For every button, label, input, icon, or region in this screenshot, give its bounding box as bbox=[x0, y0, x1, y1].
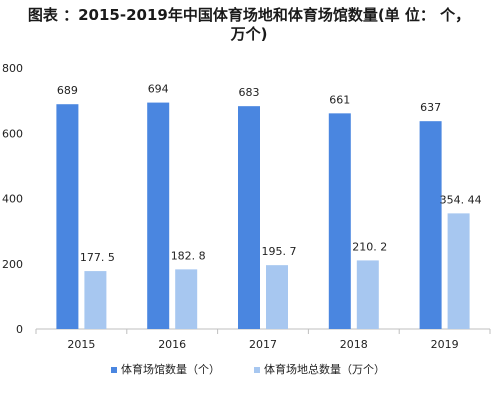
x-tick-label: 2016 bbox=[158, 338, 186, 351]
bar-sites bbox=[356, 260, 379, 329]
chart-title-line-1: 图表 ：2015-2019年中国体育场地和体育场馆数量(单 位： 个， bbox=[27, 6, 471, 24]
y-tick-label: 0 bbox=[16, 323, 23, 336]
data-label: 689 bbox=[57, 84, 78, 97]
bar-sites bbox=[266, 265, 288, 329]
legend-swatch bbox=[254, 367, 260, 373]
x-tick-label: 2015 bbox=[67, 338, 95, 351]
data-label: 195. 7 bbox=[262, 245, 297, 258]
bar-venues bbox=[328, 113, 351, 329]
data-label: 683 bbox=[239, 86, 260, 99]
data-label: 354. 44 bbox=[440, 193, 482, 206]
y-tick-label: 200 bbox=[2, 258, 23, 271]
x-tick-label: 2018 bbox=[340, 338, 368, 351]
bar-venues bbox=[56, 104, 79, 330]
chart-title-line-2: 万个) bbox=[230, 25, 268, 43]
chart-title: 图表 ：2015-2019年中国体育场地和体育场馆数量(单 位： 个， 万个) bbox=[0, 6, 498, 44]
data-label: 177. 5 bbox=[80, 251, 115, 264]
legend-label: 体育场地总数量（万个） bbox=[264, 362, 385, 376]
data-label: 661 bbox=[329, 93, 350, 106]
bar-venues bbox=[147, 102, 170, 330]
data-label: 637 bbox=[420, 101, 441, 114]
legend-swatch bbox=[111, 367, 117, 373]
data-label: 210. 2 bbox=[352, 240, 387, 253]
x-tick-label: 2017 bbox=[249, 338, 277, 351]
y-tick-label: 400 bbox=[2, 193, 23, 206]
y-tick-label: 800 bbox=[2, 62, 23, 75]
bar-venues bbox=[419, 121, 442, 330]
bar-sites bbox=[447, 213, 470, 329]
data-label: 182. 8 bbox=[171, 249, 206, 262]
data-label: 694 bbox=[148, 83, 169, 96]
y-tick-label: 600 bbox=[2, 127, 23, 140]
x-tick-label: 2019 bbox=[431, 338, 459, 351]
bar-venues bbox=[238, 106, 260, 329]
legend-label: 体育场馆数量（个） bbox=[121, 362, 220, 376]
bar-sites bbox=[175, 269, 198, 329]
bar-sites bbox=[84, 271, 107, 329]
